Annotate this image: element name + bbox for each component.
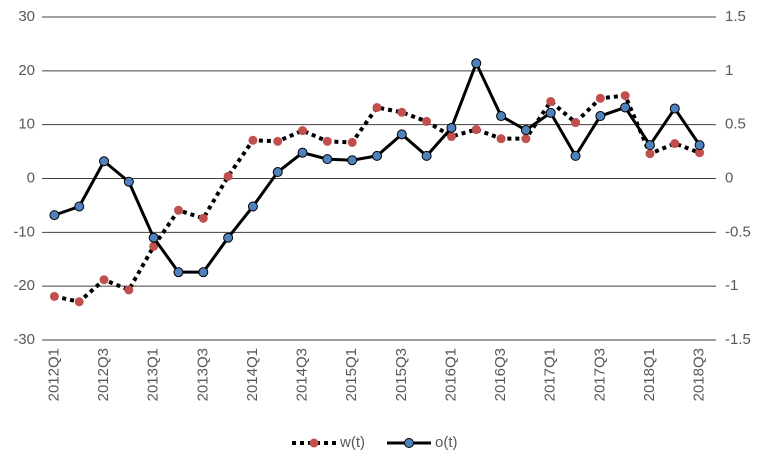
marker	[422, 116, 432, 126]
y-tick-label: 0	[27, 169, 35, 186]
y2-tick-label: 0.5	[725, 116, 746, 133]
marker	[520, 125, 531, 136]
y-tick-label: -10	[13, 223, 35, 240]
marker	[124, 285, 134, 295]
x-tick-label: 2017Q3	[591, 348, 608, 401]
marker	[123, 176, 134, 187]
marker	[372, 102, 382, 112]
x-tick-label: 2017Q1	[542, 348, 559, 401]
y-tick-label: -30	[13, 331, 35, 348]
x-tick-label: 2015Q1	[343, 348, 360, 401]
marker	[471, 125, 481, 135]
x-tick-label: 2014Q3	[294, 348, 311, 401]
y2-tick-label: 1	[725, 62, 733, 79]
marker	[669, 103, 680, 114]
marker	[99, 275, 109, 285]
marker	[273, 136, 283, 146]
marker	[545, 107, 556, 118]
x-tick-label: 2018Q3	[691, 348, 708, 401]
y-tick-label: 30	[18, 8, 35, 25]
x-tick-label: 2015Q3	[393, 348, 410, 401]
y2-tick-label: -1	[725, 277, 738, 294]
marker	[421, 150, 432, 161]
marker	[198, 267, 209, 278]
marker	[297, 147, 308, 158]
marker	[198, 213, 208, 223]
marker	[446, 132, 456, 142]
y2-tick-label: 0	[725, 169, 733, 186]
marker	[644, 140, 655, 151]
legend-label: o(t)	[435, 434, 458, 451]
marker	[496, 111, 507, 122]
x-tick-label: 2016Q1	[442, 348, 459, 401]
marker	[223, 171, 233, 181]
marker	[248, 135, 258, 145]
marker	[694, 140, 705, 151]
marker	[272, 167, 283, 178]
marker	[645, 149, 655, 159]
marker	[620, 102, 631, 113]
marker	[74, 297, 84, 307]
marker	[571, 118, 581, 128]
marker	[74, 201, 85, 212]
marker	[149, 241, 159, 251]
marker	[570, 150, 581, 161]
marker	[148, 232, 159, 243]
y2-tick-label: -1.5	[725, 331, 751, 348]
marker	[298, 126, 308, 136]
marker	[471, 58, 482, 69]
marker	[620, 91, 630, 101]
marker	[247, 201, 258, 212]
marker	[396, 129, 407, 140]
marker	[173, 267, 184, 278]
y-tick-label: 20	[18, 62, 35, 79]
line	[53, 93, 701, 304]
marker	[49, 291, 59, 301]
marker	[670, 139, 680, 149]
x-tick-label: 2013Q3	[194, 348, 211, 401]
marker	[49, 210, 60, 221]
x-tick-label: 2018Q1	[641, 348, 658, 401]
marker	[595, 93, 605, 103]
legend-marker	[309, 438, 319, 448]
legend-label: w(t)	[339, 434, 365, 451]
marker	[347, 137, 357, 147]
y2-tick-label: 1.5	[725, 8, 746, 25]
x-tick-label: 2014Q1	[244, 348, 261, 401]
marker	[546, 97, 556, 107]
marker	[99, 156, 110, 167]
marker	[372, 150, 382, 161]
marker	[173, 205, 183, 215]
y-tick-label: 10	[18, 116, 35, 133]
marker	[223, 232, 234, 243]
marker	[695, 148, 705, 158]
marker	[347, 155, 358, 166]
marker	[595, 111, 606, 122]
legend-marker	[404, 438, 414, 448]
marker	[322, 136, 332, 146]
x-tick-label: 2013Q1	[145, 348, 162, 401]
y-tick-label: -20	[13, 277, 35, 294]
marker	[397, 107, 407, 117]
x-tick-label: 2016Q3	[492, 348, 509, 401]
marker	[446, 122, 457, 133]
marker	[521, 134, 531, 144]
marker	[496, 134, 506, 144]
x-tick-label: 2012Q3	[95, 348, 112, 401]
x-tick-label: 2012Q1	[45, 348, 62, 401]
marker	[322, 154, 333, 165]
y2-tick-label: -0.5	[725, 223, 751, 240]
